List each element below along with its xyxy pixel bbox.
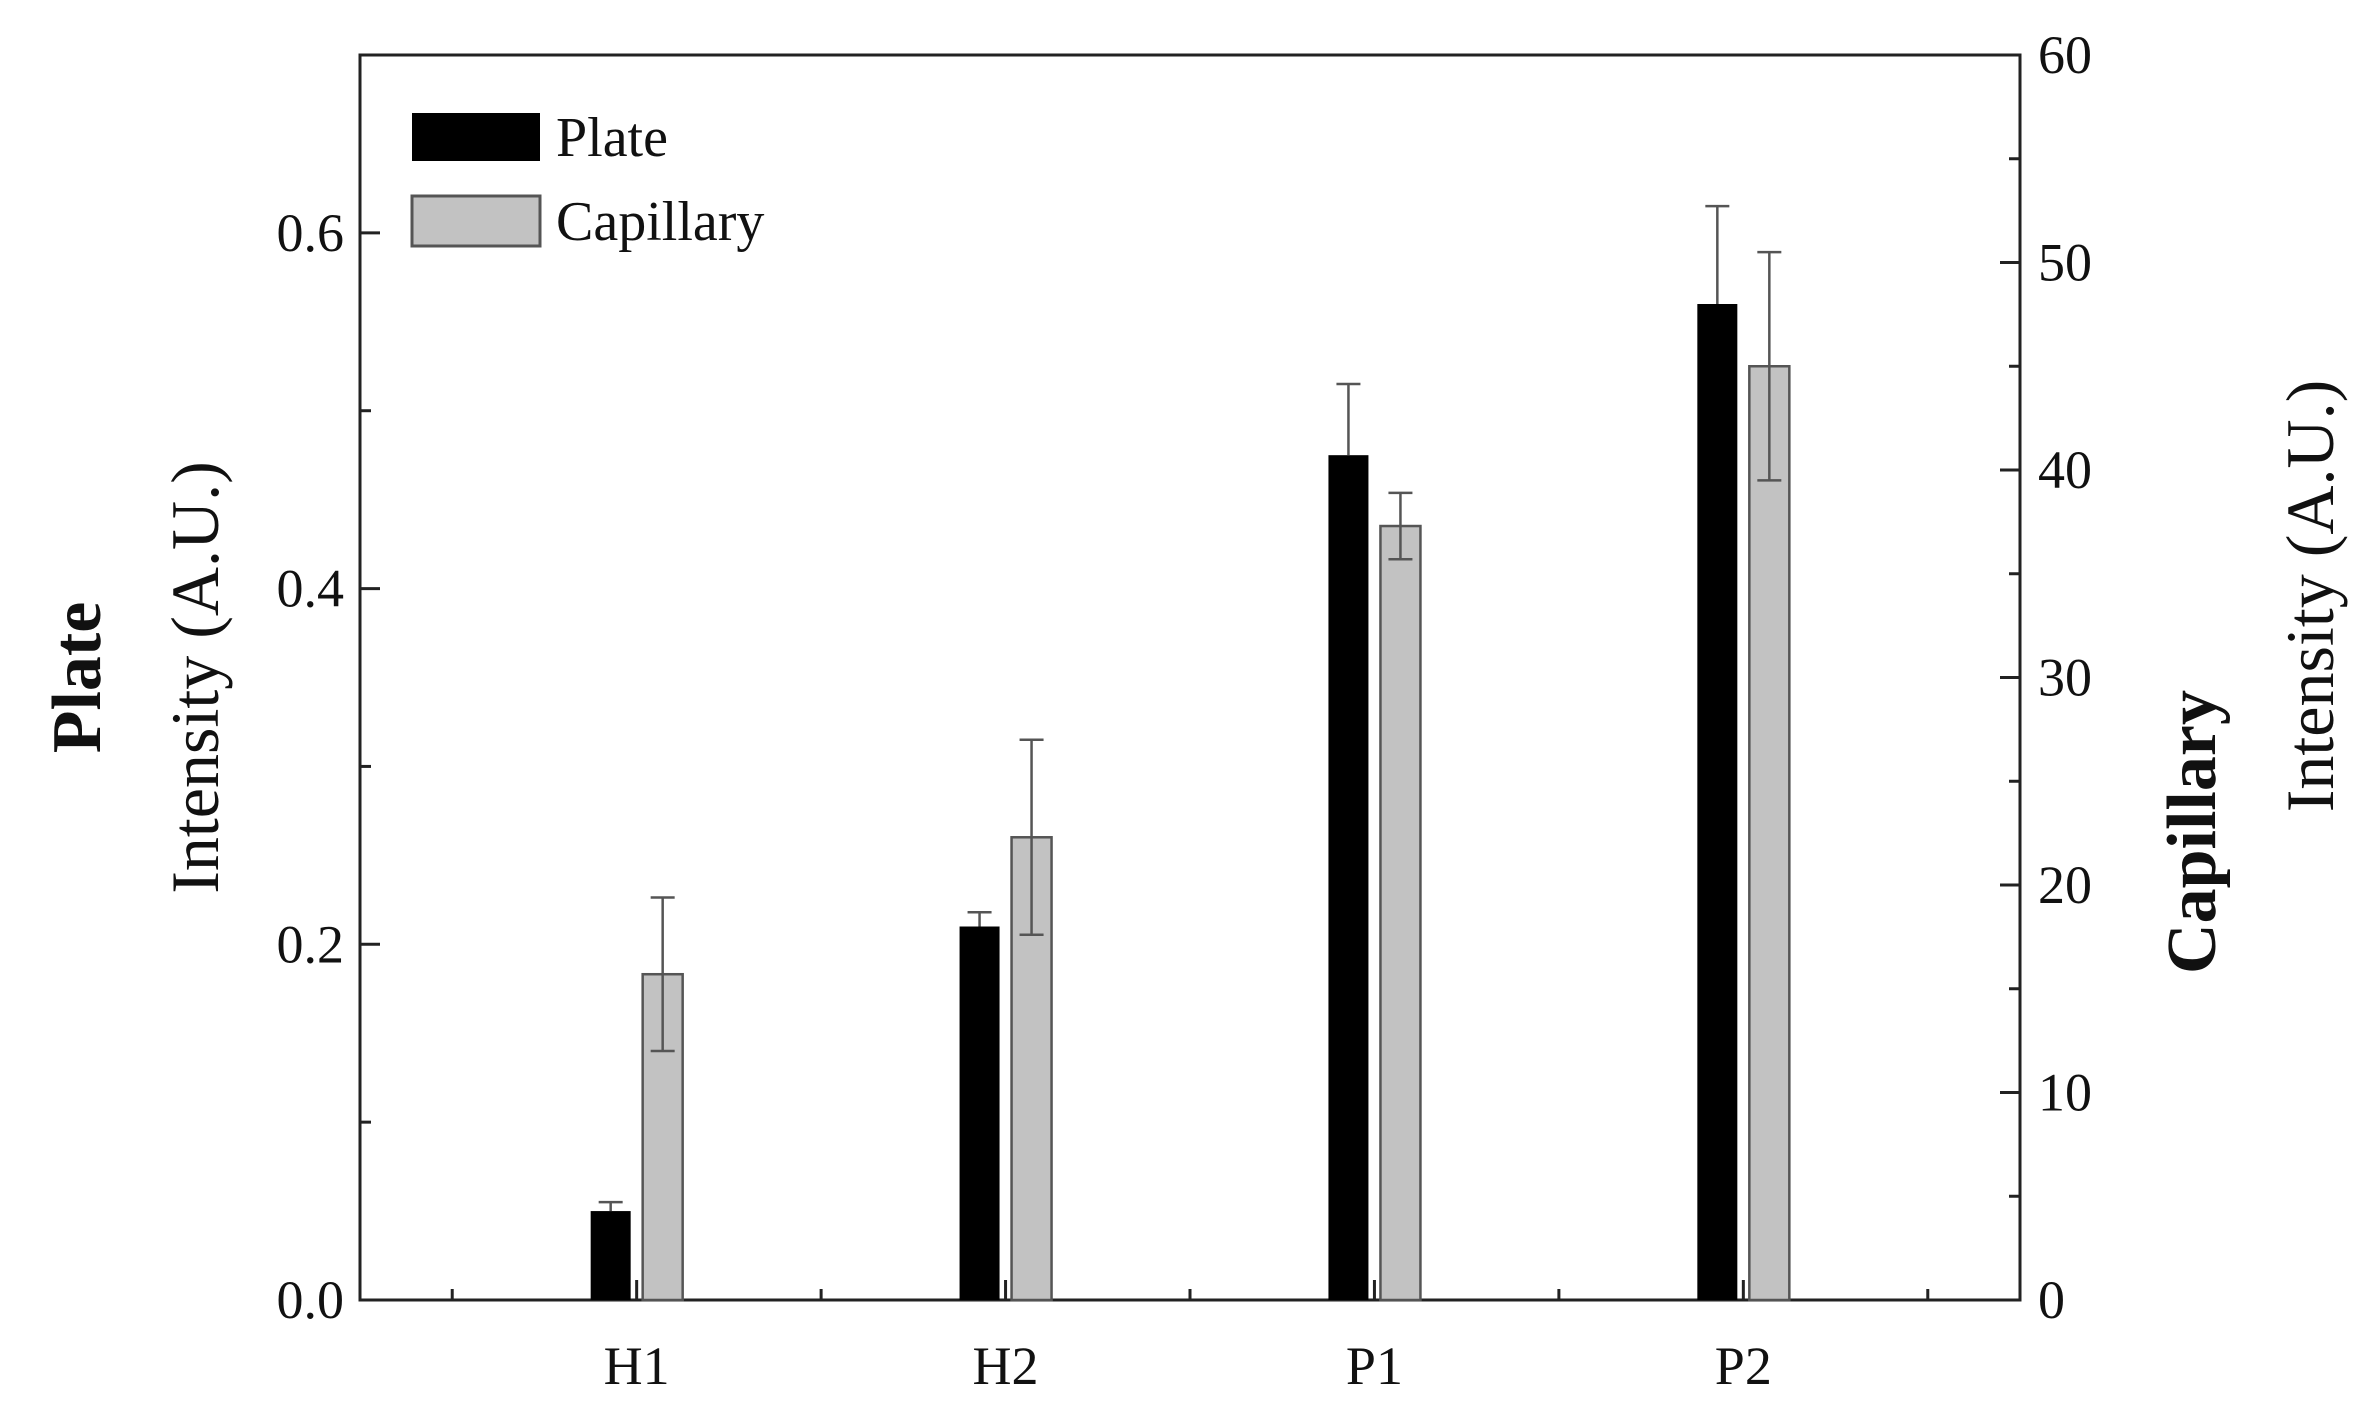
plate-bar: [1328, 455, 1369, 1300]
right-tick-label: 0: [2038, 1270, 2065, 1330]
left-axis-title-text: Intensity (A.U.): [157, 461, 233, 893]
right-tick-label: 10: [2038, 1063, 2092, 1123]
ticks: [360, 53, 2020, 1302]
bars: [590, 204, 1791, 1302]
right-tick-label: 50: [2038, 233, 2092, 293]
labels: 0.0 0.2 0.4 0.6 0 10 20 30 40 50 60 H1 H2 P1 P2: [277, 25, 2093, 1396]
plate-bar: [1697, 304, 1738, 1300]
right-tick-label: 30: [2038, 648, 2092, 708]
right-tick-label: 40: [2038, 440, 2092, 500]
legend: Plate Capillary: [410, 107, 764, 253]
right-axis-title-text: Intensity (A.U.): [2272, 380, 2348, 812]
legend-label-plate: Plate: [556, 107, 668, 169]
plate-bar: [959, 926, 1000, 1300]
left-tick-label: 0.4: [277, 559, 345, 619]
legend-swatch-plate: [412, 113, 540, 161]
left-axis-title: Plate Intensity (A.U.): [39, 461, 233, 893]
right-axis-title: Capillary Intensity (A.U.): [2154, 380, 2348, 974]
left-tick-label: 0.2: [277, 914, 345, 974]
category-label: H1: [604, 1336, 670, 1396]
category-label: P1: [1346, 1336, 1403, 1396]
capillary-bar: [1748, 365, 1791, 1302]
left-tick-label: 0.0: [277, 1270, 345, 1330]
left-tick-label: 0.6: [277, 203, 345, 263]
capillary-bar: [1379, 524, 1422, 1302]
legend-swatch-capillary: [410, 194, 542, 248]
category-label: P2: [1715, 1336, 1772, 1396]
category-label: H2: [973, 1336, 1039, 1396]
right-tick-label: 20: [2038, 855, 2092, 915]
right-tick-label: 60: [2038, 25, 2092, 85]
left-axis-title-bold: Plate: [39, 602, 116, 754]
right-axis-title-bold: Capillary: [2154, 690, 2231, 974]
legend-label-capillary: Capillary: [556, 191, 764, 253]
plate-bar: [590, 1211, 631, 1300]
